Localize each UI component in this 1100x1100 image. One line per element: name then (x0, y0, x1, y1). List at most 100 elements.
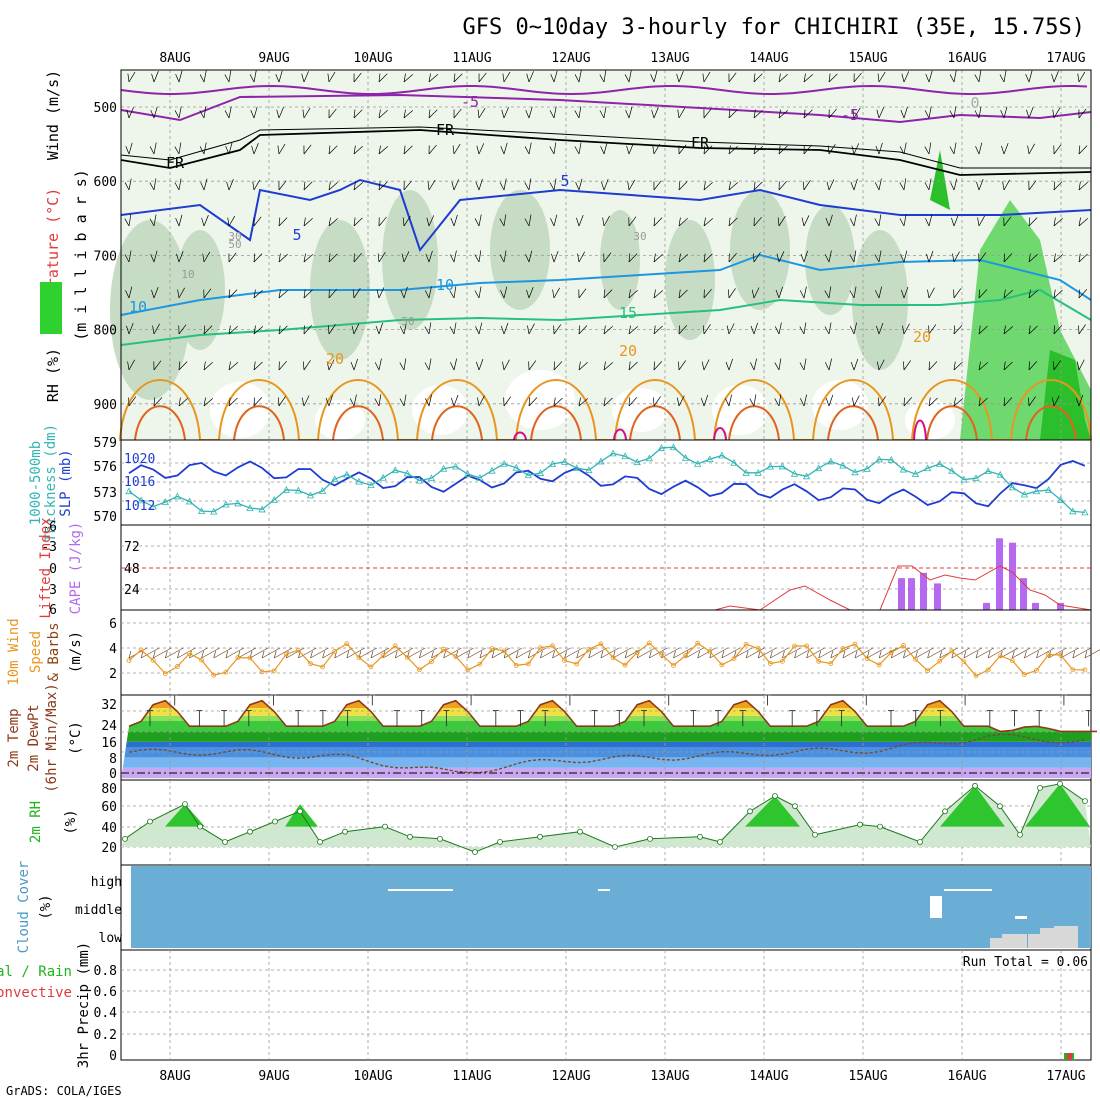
temp-band (121, 757, 1091, 768)
rh-area (121, 783, 1091, 853)
rh-marker (222, 839, 228, 845)
wind-marker (538, 645, 543, 651)
wind-marker (767, 661, 773, 666)
tick-label: 573 (94, 486, 117, 501)
svg-text:RH (%): RH (%) (44, 348, 62, 402)
tick-label: 48 (124, 562, 140, 577)
precip-conv-bar (1067, 1053, 1072, 1060)
wind-marker (295, 647, 301, 653)
thickness-marker (1020, 490, 1029, 498)
minmax-whisker (171, 694, 178, 706)
rh-marker (197, 823, 203, 830)
cape-bar (908, 578, 915, 610)
cloud-block (990, 938, 1002, 948)
tick-label: 0.8 (94, 964, 117, 979)
wind-marker (223, 669, 229, 675)
contour-label: 30 (228, 230, 241, 243)
minmax-whiskers (147, 694, 1092, 727)
tick-label: 1020 (124, 452, 155, 467)
wind10-label-1: 10m Wind (6, 618, 22, 685)
thickness-marker (911, 470, 920, 478)
thickness-marker (222, 500, 230, 508)
wind-marker (888, 650, 894, 655)
cloud-unit: (%) (38, 894, 54, 919)
cape-bar (996, 538, 1003, 610)
wind-barb (818, 647, 837, 659)
wind-barb (612, 647, 632, 659)
thickness-marker (778, 462, 787, 470)
minmax-whisker (715, 710, 722, 727)
cloud-level-low: low (99, 931, 123, 946)
cloud-block (388, 889, 453, 891)
wind-marker (138, 647, 144, 653)
minmax-whisker (888, 710, 894, 727)
cape-label: CAPE (J/kg) (68, 522, 84, 615)
thickness-marker (754, 468, 762, 476)
thickness-marker (415, 476, 424, 484)
contour-label: -5 (841, 106, 859, 124)
thickness-marker (573, 464, 581, 472)
wind-marker (247, 655, 253, 661)
rh-unit: (%) (63, 809, 79, 834)
wind-marker (852, 641, 858, 647)
cloud-block (1015, 916, 1027, 919)
wind-barb (987, 647, 1007, 659)
rh-marker (537, 833, 543, 840)
rh-marker (1017, 831, 1023, 838)
wind-marker (610, 655, 616, 661)
tick-label: 0.4 (94, 1006, 118, 1021)
thickness-marker (318, 487, 327, 494)
thickness-marker (343, 470, 351, 478)
wind-marker (283, 651, 289, 657)
minmax-whisker (1060, 694, 1067, 706)
cape-bar (983, 602, 990, 610)
wind-marker (489, 646, 495, 652)
contour-minus5 (120, 93, 1092, 124)
rh-marker (812, 831, 818, 838)
thickness-marker (730, 458, 738, 466)
tick-label: 1012 (124, 499, 155, 514)
wind10-label-3: & Barbs (46, 622, 62, 681)
date-label: 16AUG (947, 1069, 986, 1084)
cloud-block (598, 889, 610, 891)
wind-barb (201, 647, 220, 659)
rh-marker (317, 839, 323, 845)
wind-marker (1082, 667, 1088, 673)
wind-barb (588, 647, 607, 659)
thickness-marker (234, 499, 242, 507)
wind-marker (392, 643, 398, 649)
thickness-marker (125, 487, 133, 495)
wind-barb (394, 647, 414, 659)
wind10-barbs (128, 647, 1100, 659)
rh-marker (407, 833, 413, 840)
temp-label-3: (6hr Min/Max) (44, 683, 60, 793)
wind-marker (659, 652, 664, 657)
wind-barb (927, 647, 946, 659)
date-label: 8AUG (159, 1069, 190, 1084)
rh-marker (647, 835, 653, 842)
tick-label: 3 (49, 583, 57, 598)
wind-marker (320, 664, 326, 670)
wind-barb (600, 647, 620, 659)
thickness-marker (621, 452, 629, 460)
wind-marker (525, 661, 531, 667)
wind10-unit: (m/s) (68, 631, 84, 673)
rh-marker (342, 828, 348, 835)
wind-marker (901, 643, 906, 648)
thickness-marker (923, 464, 932, 472)
contour-label: 50 (228, 238, 241, 251)
minmax-whisker (542, 710, 549, 727)
date-label: 15AUG (848, 1069, 887, 1084)
thickness-marker (210, 507, 218, 515)
thickness-unit: Thickness (dm) (43, 424, 59, 542)
rh-color-key (40, 282, 62, 334)
wind-marker (586, 646, 592, 652)
rh-area-high (165, 783, 1090, 827)
minmax-whisker (517, 710, 524, 727)
wind-marker (308, 661, 313, 667)
slp-label: SLP (mb) (58, 449, 74, 516)
minmax-whisker (492, 710, 499, 727)
minmax-whisker (344, 710, 351, 727)
